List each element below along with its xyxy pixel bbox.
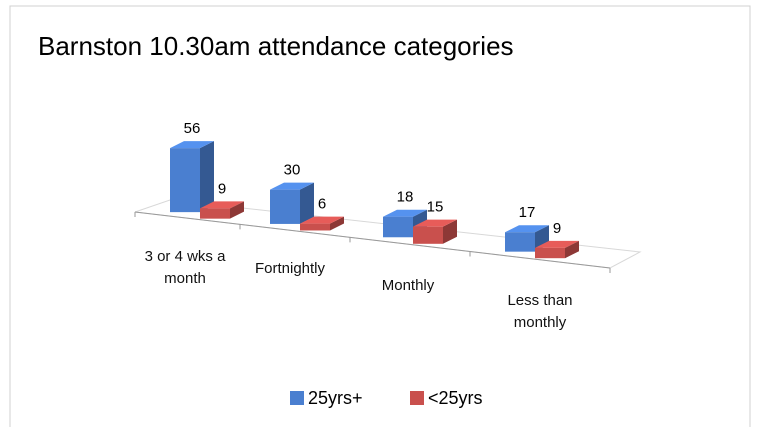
x-tick-label: Less than monthly (507, 292, 573, 331)
bar-top (413, 219, 457, 227)
bar-front (535, 247, 565, 259)
bar (270, 182, 314, 224)
data-label: 30 (284, 162, 301, 179)
bar-top (505, 225, 549, 233)
bar-side (565, 240, 579, 259)
x-axis-line (134, 211, 611, 269)
bar-top (270, 182, 314, 190)
x-tick-label: Fortnightly (254, 260, 326, 277)
data-label: 9 (218, 180, 226, 197)
legend-swatch (290, 391, 304, 405)
bar-front (270, 189, 300, 224)
bar-side (330, 216, 344, 231)
bar-side (300, 182, 314, 224)
bar-side (200, 141, 214, 213)
chart-title: Barnston 10.30am attendance categories (38, 31, 514, 61)
data-label: 15 (427, 199, 444, 216)
bar (300, 216, 344, 231)
bar (170, 141, 214, 213)
bar-top (535, 240, 579, 248)
chart-frame (9, 5, 751, 427)
bar-side (230, 201, 244, 219)
legend-label: 25yrs+ (308, 388, 363, 408)
bar-front (505, 232, 535, 252)
data-label: 18 (397, 189, 414, 206)
x-tick-label: Monthly (381, 277, 435, 294)
bar (200, 201, 244, 219)
data-label: 6 (318, 196, 326, 213)
data-label: 56 (184, 120, 201, 137)
bar (535, 240, 579, 259)
legend-swatch (410, 391, 424, 405)
bar-front (383, 216, 413, 238)
bar-top (383, 209, 427, 217)
bar-top (300, 216, 344, 224)
bar-front (200, 208, 230, 219)
bar-top (200, 201, 244, 209)
bar-front (300, 223, 330, 231)
legend-label: <25yrs (428, 388, 483, 408)
bar-front (413, 226, 443, 244)
bar-front (170, 148, 200, 213)
data-label: 9 (553, 220, 561, 237)
x-tick-label: 3 or 4 wks a month (144, 248, 226, 287)
bar-side (443, 219, 457, 244)
data-label: 17 (519, 204, 536, 221)
bar (413, 219, 457, 244)
bar-top (170, 141, 214, 149)
